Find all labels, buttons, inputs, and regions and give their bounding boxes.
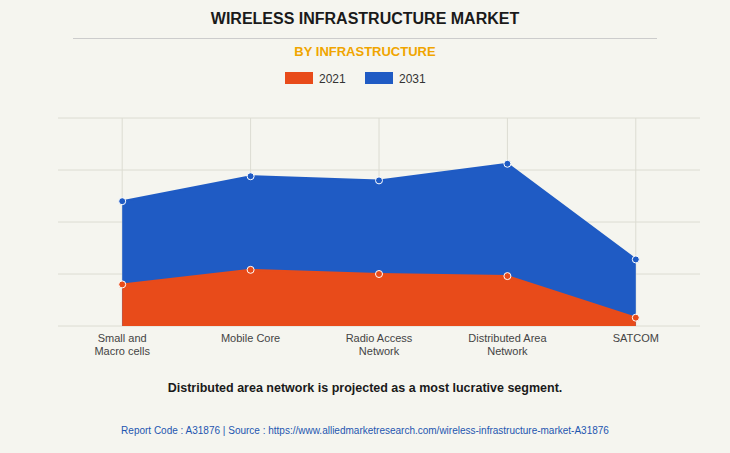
legend-swatch	[285, 72, 313, 84]
marker	[504, 273, 511, 280]
line	[122, 164, 636, 260]
x-tick-label-line: Distributed Area	[468, 332, 547, 344]
x-tick-label-line: Radio Access	[346, 332, 413, 344]
x-tick-label-line: SATCOM	[613, 332, 659, 344]
annotation: Report Code : A31876 | Source : https://…	[121, 425, 609, 436]
annotation: Distributed area network is projected as…	[168, 381, 563, 395]
x-tick-label-line: Small and	[98, 332, 147, 344]
separator	[73, 38, 657, 39]
line	[122, 270, 636, 318]
marker	[247, 173, 254, 180]
plot-area	[119, 160, 640, 326]
marker	[504, 160, 511, 167]
x-tick-label-line: Mobile Core	[221, 332, 280, 344]
x-tick-label: Small andMacro cells	[94, 332, 150, 357]
marker	[247, 266, 254, 273]
marker	[632, 256, 639, 263]
marker	[632, 314, 639, 321]
legend-label: 2031	[399, 72, 426, 86]
background	[0, 0, 730, 453]
x-tick-label: SATCOM	[613, 332, 659, 344]
x-tick-label: Mobile Core	[221, 332, 280, 344]
area	[122, 270, 636, 326]
x-tick-label-line: Network	[359, 345, 400, 357]
area	[122, 164, 636, 326]
marker	[119, 281, 126, 288]
title: WIRELESS INFRASTRUCTURE MARKET	[211, 10, 520, 27]
x-tick-label: Radio AccessNetwork	[346, 332, 413, 357]
marker	[376, 177, 383, 184]
legend-label: 2021	[319, 72, 346, 86]
x-tick-label-line: Network	[487, 345, 528, 357]
legend-swatch	[365, 72, 393, 84]
marker	[376, 271, 383, 278]
subtitle: BY INFRASTRUCTURE	[294, 44, 436, 59]
x-tick-label-line: Macro cells	[94, 345, 150, 357]
marker	[119, 198, 126, 205]
x-tick-label: Distributed AreaNetwork	[468, 332, 547, 357]
